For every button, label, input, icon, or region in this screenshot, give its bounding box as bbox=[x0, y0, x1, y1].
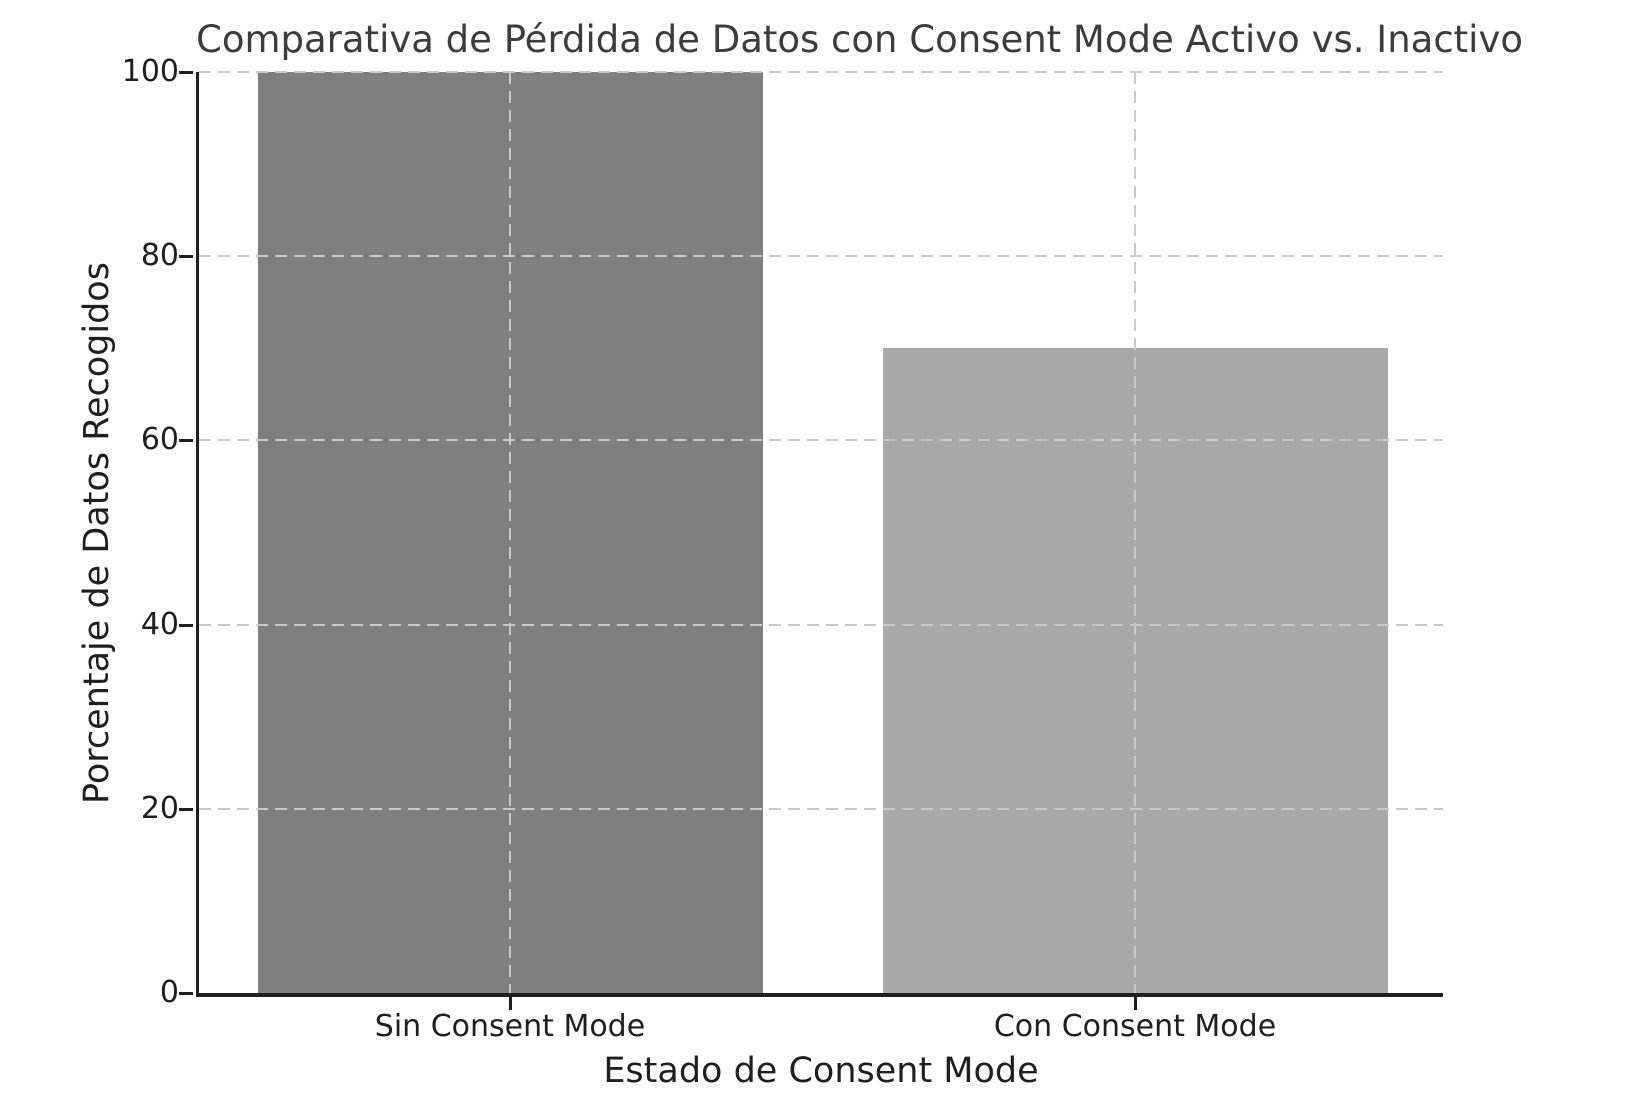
y-tick-label-60: 60 bbox=[140, 422, 179, 458]
gridline-h-40 bbox=[199, 623, 1443, 626]
plot-area: 0 20 40 60 80 100 Sin Consent Mode Con Consent … bbox=[77, 54, 1443, 1091]
gridline-v-sin-consent-mode bbox=[509, 72, 511, 993]
y-tick-mark-100 bbox=[179, 71, 193, 74]
x-tick-label-sin-consent-mode: Sin Consent Mode bbox=[374, 1009, 646, 1044]
gridline-h-80 bbox=[199, 255, 1443, 258]
y-tick-mark-40 bbox=[179, 623, 193, 627]
y-tick-label-20: 20 bbox=[140, 790, 179, 826]
y-tick-label-40: 40 bbox=[140, 606, 179, 642]
y-tick-mark-60 bbox=[179, 439, 193, 443]
gridline-h-20 bbox=[199, 807, 1443, 810]
y-tick-mark-20 bbox=[179, 807, 193, 811]
gridline-h-60 bbox=[199, 439, 1443, 442]
y-tick-mark-0 bbox=[179, 992, 193, 995]
y-tick-label-80: 80 bbox=[140, 238, 179, 274]
x-tick-mark-sin-consent-mode bbox=[509, 997, 512, 1010]
y-tick-mark-80 bbox=[179, 255, 193, 259]
y-axis-label: Porcentaje de Datos Recogidos bbox=[77, 261, 117, 804]
y-tick-label-100: 100 bbox=[121, 54, 179, 89]
chart-title: Comparativa de Pérdida de Datos con Cons… bbox=[196, 18, 1523, 61]
x-tick-label-con-consent-mode: Con Consent Mode bbox=[993, 1009, 1277, 1044]
x-axis-label: Estado de Consent Mode bbox=[603, 1051, 1039, 1091]
gridline-v-con-consent-mode bbox=[1134, 72, 1136, 993]
x-tick-mark-con-consent-mode bbox=[1134, 997, 1137, 1010]
gridline-h-100 bbox=[199, 71, 1443, 73]
y-tick-label-0: 0 bbox=[159, 975, 179, 1010]
